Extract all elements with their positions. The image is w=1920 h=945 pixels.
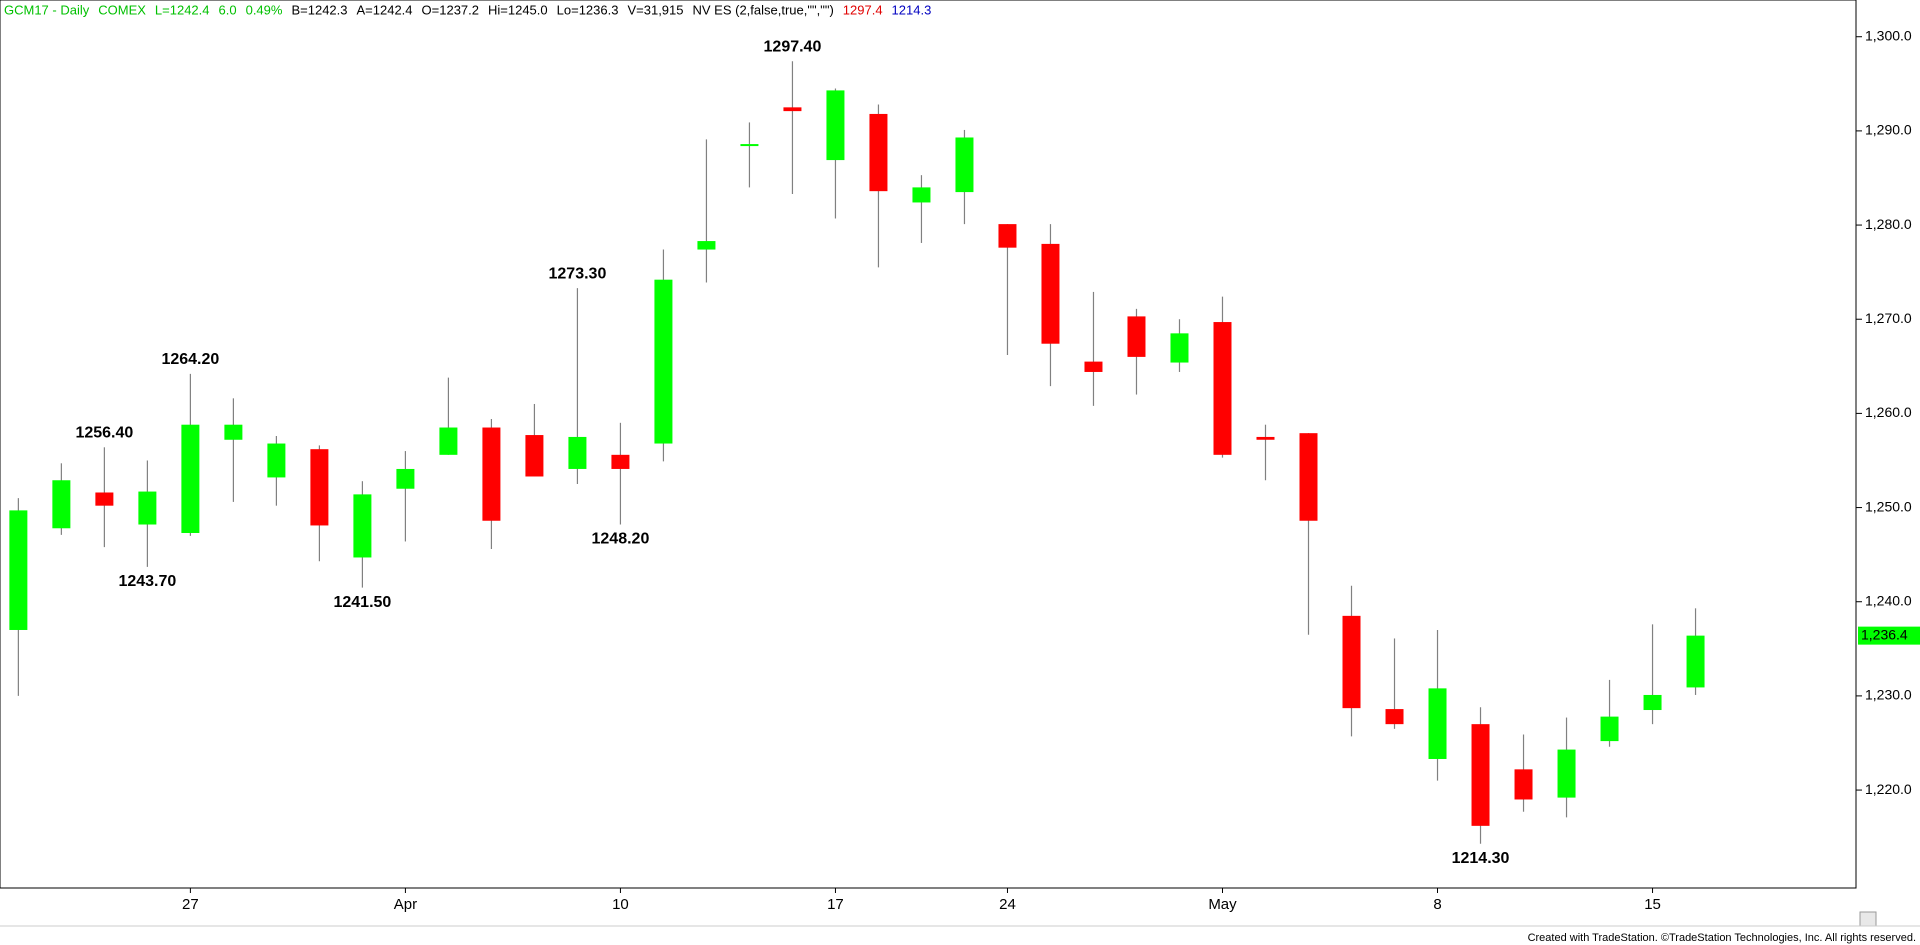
y-tick-label: 1,220.0 [1865,781,1912,797]
candle-body [912,187,931,203]
candle-body [1385,709,1404,725]
candle-body [1557,749,1576,798]
candle-body [1256,436,1275,440]
candle-body [138,491,157,525]
scroll-thumb[interactable] [1859,911,1877,927]
x-tick-label: Apr [394,896,417,913]
candle-body [1600,716,1619,742]
candle-body [9,510,28,630]
candle-body [1686,635,1705,688]
footer: Created with TradeStation. ©TradeStation… [1528,932,1916,944]
candle-body [52,480,71,529]
y-tick-label: 1,280.0 [1865,216,1912,232]
candle-body [568,436,587,469]
header-item: O=1237.2 [422,2,479,17]
candle-body [1213,322,1232,455]
header-item: B=1242.3 [291,2,347,17]
candle-body [826,90,845,161]
candle-body [1514,769,1533,800]
annotation: 1214.30 [1452,850,1510,867]
candle-body [1643,694,1662,711]
y-tick-label: 1,250.0 [1865,498,1912,514]
header-item: 1297.4 [843,2,883,17]
candle-body [353,494,372,558]
candle-body [181,424,200,533]
header-item: V=31,915 [627,2,683,17]
header-item: 6.0 [219,2,237,17]
x-tick-label: 15 [1644,896,1661,913]
x-tick-label: 10 [612,896,629,913]
candle-body [1428,688,1447,759]
header-item: Hi=1245.0 [488,2,548,17]
candle-body [611,454,630,469]
candle-body [1041,243,1060,344]
header-item: GCM17 - Daily [4,2,90,17]
candle-body [95,492,114,506]
y-tick-label: 1,240.0 [1865,592,1912,608]
candle-body [482,427,501,521]
x-tick-label: May [1208,896,1237,913]
annotation: 1241.50 [333,594,391,611]
candle-body [869,113,888,192]
annotation: 1264.20 [161,351,219,368]
annotation: 1256.40 [75,425,133,442]
header-item: 1214.3 [892,2,932,17]
header-item: COMEX [98,2,146,17]
candle-body [1342,615,1361,709]
annotation: 1297.40 [764,38,822,55]
candle-body [1170,333,1189,363]
x-tick-label: 17 [827,896,844,913]
header-item: Lo=1236.3 [557,2,619,17]
y-tick-label: 1,290.0 [1865,122,1912,138]
last-price-tag [1858,626,1920,645]
candle-body [439,427,458,455]
candle-body [998,224,1017,248]
candle-body [697,241,716,250]
header-item: NV ES (2,false,true,"","") [693,2,834,17]
y-tick-label: 1,300.0 [1865,27,1912,43]
annotation: 1248.20 [592,531,650,548]
y-tick-label: 1,230.0 [1865,687,1912,703]
annotation: 1243.70 [118,573,176,590]
header-item: L=1242.4 [155,2,210,17]
candle-body [955,137,974,193]
header-item: 0.49% [246,2,283,17]
candle-body [1471,724,1490,826]
y-tick-label: 1,260.0 [1865,404,1912,420]
x-tick-label: 24 [999,896,1016,913]
y-tick-label: 1,270.0 [1865,310,1912,326]
candle-body [1299,433,1318,521]
candle-body [267,443,286,478]
candle-body [783,107,802,112]
candle-body [1084,361,1103,372]
candle-body [740,144,759,147]
candle-body [396,468,415,489]
header-item: A=1242.4 [357,2,413,17]
candle-body [1127,316,1146,357]
annotation: 1273.30 [549,265,607,282]
candle-body [224,424,243,440]
plot-frame [0,0,1857,889]
x-tick-label: 8 [1433,896,1441,913]
candle-body [654,279,673,444]
last-price-label: 1,236.4 [1861,626,1908,642]
candle-body [525,435,544,477]
candle-body [310,449,329,526]
x-tick-label: 27 [182,896,199,913]
